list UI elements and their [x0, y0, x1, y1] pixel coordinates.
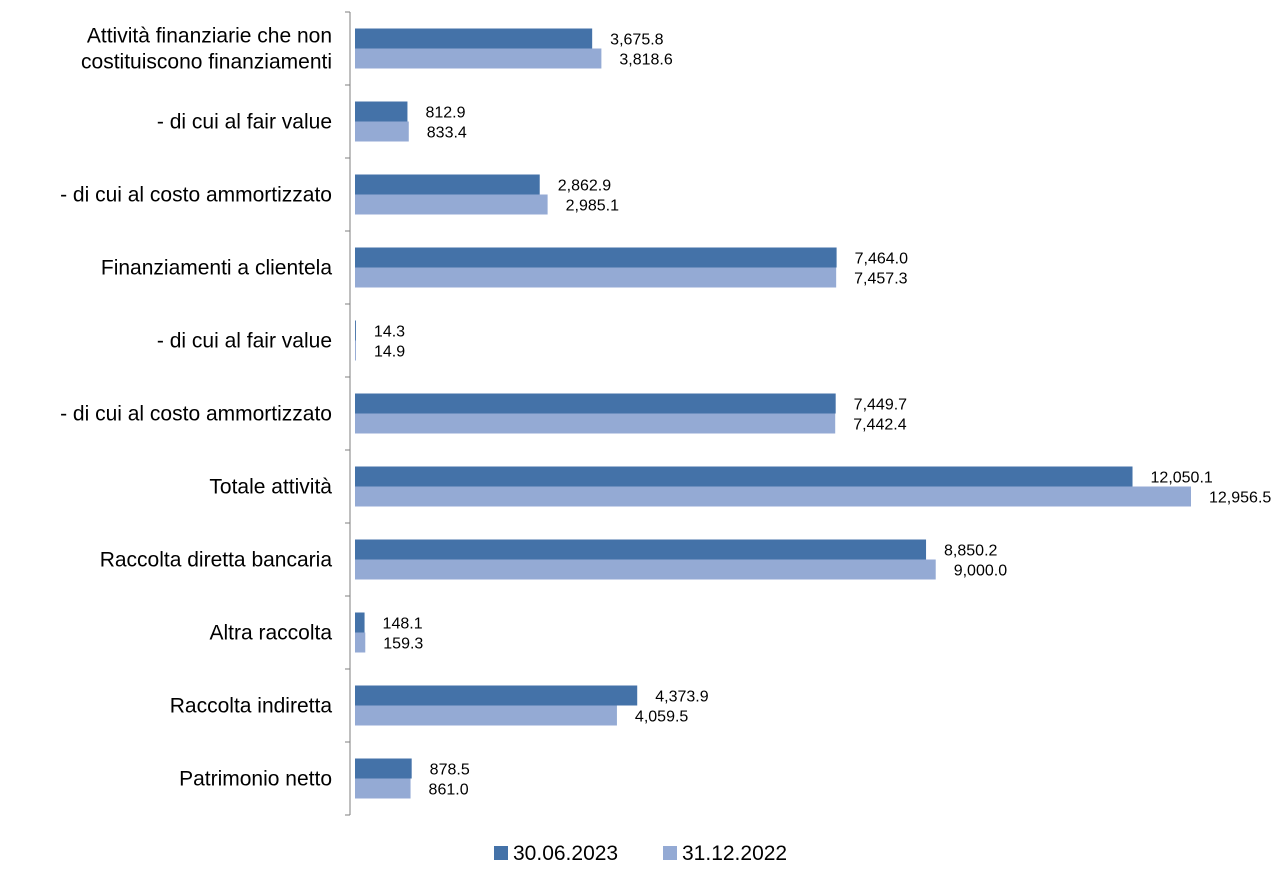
value-label: 14.3 [374, 324, 405, 341]
value-label: 2,862.9 [558, 178, 611, 195]
value-label: 812.9 [425, 105, 465, 122]
bars [355, 28, 1191, 799]
bar-31.12.2022 [355, 48, 602, 69]
category-label: - di cui al fair value [157, 111, 332, 134]
category-axis [345, 11, 351, 816]
bar-30.06.2023 [355, 539, 927, 560]
bar-30.06.2023 [355, 101, 408, 122]
bar-30.06.2023 [355, 466, 1133, 487]
bar-30.06.2023 [355, 758, 412, 779]
value-label: 4,059.5 [635, 709, 688, 726]
category-label: Raccolta diretta bancaria [100, 549, 333, 572]
legend-swatch [663, 846, 677, 860]
bar-31.12.2022 [355, 486, 1191, 507]
bar-30.06.2023 [355, 174, 540, 195]
bar-31.12.2022 [355, 267, 837, 288]
bar-30.06.2023 [355, 247, 837, 268]
legend: 30.06.2023 31.12.2022 [494, 842, 787, 865]
bar-30.06.2023 [355, 612, 365, 633]
bar-30.06.2023 [355, 685, 638, 706]
category-label: - di cui al fair value [157, 330, 332, 353]
bar-30.06.2023 [355, 393, 836, 414]
value-label: 7,464.0 [855, 251, 908, 268]
bar-31.12.2022 [355, 413, 836, 434]
category-label: - di cui al costo ammortizzato [60, 184, 332, 207]
value-label: 7,449.7 [854, 397, 907, 414]
category-label: Raccolta indiretta [170, 695, 333, 718]
legend-label: 31.12.2022 [682, 842, 787, 865]
category-label: - di cui al costo ammortizzato [60, 403, 332, 426]
category-label: Attività finanziarie che non costituiscon… [81, 25, 332, 74]
value-label: 4,373.9 [655, 689, 708, 706]
bar-31.12.2022 [355, 778, 411, 799]
legend-label: 30.06.2023 [513, 842, 618, 865]
value-label: 12,050.1 [1151, 470, 1213, 487]
bar-30.06.2023 [355, 28, 593, 49]
value-label: 878.5 [430, 762, 470, 779]
value-label: 8,850.2 [944, 543, 997, 560]
bar-31.12.2022 [355, 559, 936, 580]
value-labels: 3,675.8 3,818.6 812.9 833.4 2,862.9 2,985.1 7,… [374, 32, 1271, 799]
bar-30.06.2023 [355, 320, 356, 341]
category-label: Patrimonio netto [179, 768, 332, 791]
value-label: 14.9 [374, 344, 405, 361]
value-label: 159.3 [383, 636, 423, 653]
category-label: Altra raccolta [209, 622, 332, 645]
value-label: 9,000.0 [954, 563, 1007, 580]
bar-31.12.2022 [355, 632, 366, 653]
value-label: 12,956.5 [1209, 490, 1271, 507]
category-labels: Attività finanziarie che non costituiscon… [60, 25, 332, 791]
value-label: 861.0 [429, 782, 469, 799]
value-label: 7,457.3 [854, 271, 907, 288]
bar-31.12.2022 [355, 121, 409, 142]
bar-31.12.2022 [355, 705, 617, 726]
value-label: 833.4 [427, 125, 467, 142]
legend-swatch [494, 846, 508, 860]
bar-31.12.2022 [355, 340, 356, 361]
value-label: 2,985.1 [566, 198, 619, 215]
value-label: 3,818.6 [619, 52, 672, 69]
value-label: 148.1 [383, 616, 423, 633]
value-label: 7,442.4 [853, 417, 906, 434]
bar-31.12.2022 [355, 194, 548, 215]
value-label: 3,675.8 [610, 32, 663, 49]
category-label: Finanziamenti a clientela [101, 257, 332, 280]
category-label: Totale attività [209, 476, 332, 499]
